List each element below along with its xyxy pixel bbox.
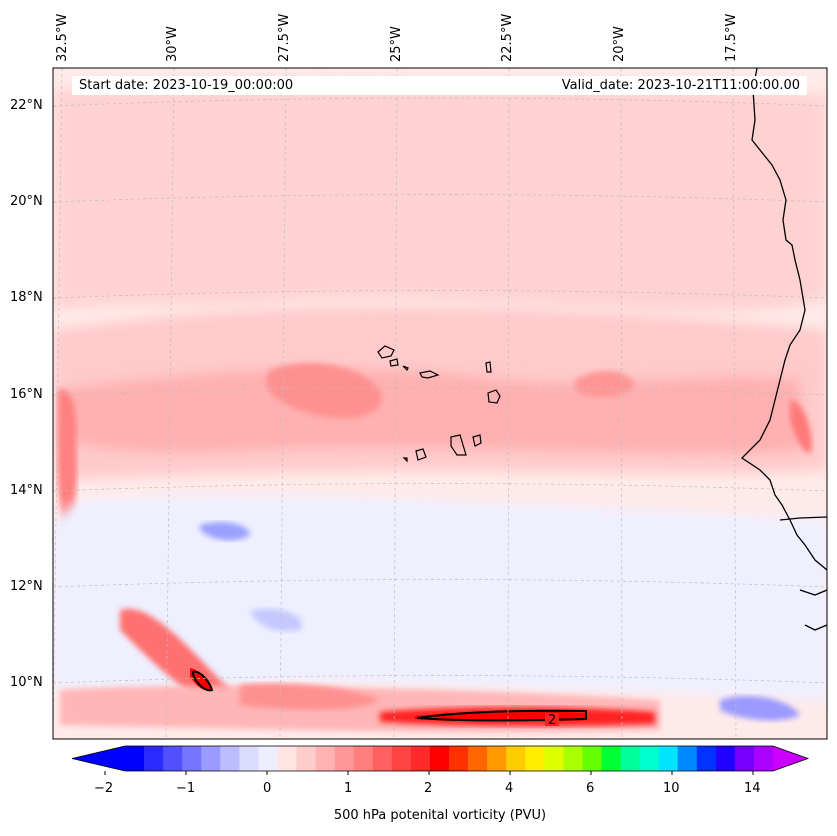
cbar-tick-label-6: 6: [586, 781, 595, 796]
colorbar-swatch: [449, 746, 469, 771]
colorbar-swatch: [372, 746, 393, 771]
colorbar-swatch: [429, 746, 450, 771]
lon-label-20w: 20°W: [612, 26, 627, 62]
coastlines: [740, 68, 827, 631]
colorbar-swatch: [410, 746, 431, 771]
colorbar-swatch: [353, 746, 374, 771]
colorbar-swatch: [201, 746, 221, 771]
colorbar-swatch: [658, 746, 679, 771]
lon-label-17-5w: 17.5°W: [724, 13, 739, 62]
map-frame: [52, 67, 828, 740]
colorbar-swatch: [277, 746, 298, 771]
colorbar-swatch: [258, 746, 278, 771]
cbar-tick-label-1: −1: [176, 781, 196, 796]
colorbar-swatch: [334, 746, 355, 771]
lon-label-22-5w: 22.5°W: [500, 13, 515, 62]
lon-label-32-5w: 32.5°W: [55, 13, 70, 62]
lat-label-12n: 12°N: [10, 579, 43, 594]
colorbar-outline: [71, 745, 810, 772]
colorbar-swatch: [677, 746, 698, 771]
contour-label: 2: [545, 713, 559, 728]
colorbar-over-arrow: [773, 746, 808, 771]
colorbar-swatch: [163, 746, 183, 771]
lat-label-10n: 10°N: [10, 675, 43, 690]
colorbar-swatch: [468, 746, 488, 771]
pv-filled-contours: [53, 79, 827, 733]
colorbar-swatch: [144, 746, 164, 771]
map-plot-area: 2: [53, 68, 827, 739]
cbar-tick-label-3: 1: [344, 781, 353, 796]
colorbar-swatch: [696, 746, 717, 771]
cbar-tick-label-4: 2: [424, 781, 433, 796]
colorbar-swatch: [620, 746, 641, 771]
lat-label-16n: 16°N: [10, 387, 43, 402]
cbar-tick-label-5: 4: [505, 781, 514, 796]
colorbar-swatch: [753, 746, 774, 771]
colorbar-swatch: [639, 746, 660, 771]
colorbar-swatch: [125, 746, 145, 771]
colorbar-swatch: [734, 746, 755, 771]
cbar-tick-label-0: −2: [94, 781, 114, 796]
lon-label-27-5w: 27.5°W: [277, 13, 292, 62]
cbar-tick-label-7: 10: [663, 781, 680, 796]
valid-date-label: Valid_date: 2023-10-21T11:00:00.00: [561, 78, 800, 93]
colorbar-swatch: [182, 746, 202, 771]
cape-verde-islands: [377, 345, 501, 463]
lat-label-22n: 22°N: [10, 98, 43, 113]
date-info-box: Start date: 2023-10-19_00:00:00 Valid_da…: [72, 76, 807, 95]
lat-label-18n: 18°N: [10, 290, 43, 305]
lon-label-30w: 30°W: [165, 26, 180, 62]
cbar-tick-label-2: 0: [263, 781, 272, 796]
colorbar-title: 500 hPa potenital vorticity (PVU): [333, 808, 547, 823]
colorbar-swatch: [601, 746, 622, 771]
colorbar-swatch: [487, 746, 507, 771]
lat-label-20n: 20°N: [10, 194, 43, 209]
colorbar-swatch: [544, 746, 564, 771]
colorbar-swatch: [391, 746, 412, 771]
colorbar-swatch: [563, 746, 583, 771]
lat-label-14n: 14°N: [10, 483, 43, 498]
start-date-label: Start date: 2023-10-19_00:00:00: [79, 78, 294, 93]
colorbar-swatch: [239, 746, 259, 771]
contour-label-text: 2: [548, 713, 556, 728]
lon-label-25w: 25°W: [389, 26, 404, 62]
pv-2-contour: [192, 670, 587, 722]
gridlines: [53, 68, 827, 739]
colorbar-swatch: [582, 746, 602, 771]
colorbar-swatch: [525, 746, 545, 771]
colorbar-swatch: [715, 746, 736, 771]
colorbar-swatch: [220, 746, 240, 771]
colorbar: [71, 745, 810, 775]
cbar-tick-label-8: 14: [744, 781, 761, 796]
colorbar-swatch: [506, 746, 526, 771]
colorbar-swatch: [296, 746, 317, 771]
colorbar-swatch: [315, 746, 336, 771]
colorbar-under-arrow: [72, 746, 125, 771]
